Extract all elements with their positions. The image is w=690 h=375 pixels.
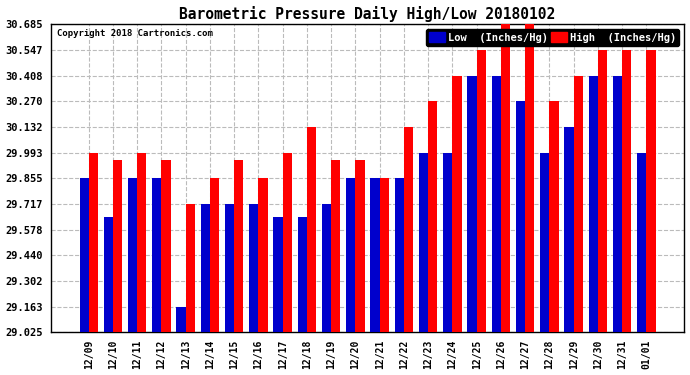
Bar	[395, 178, 404, 332]
Bar	[201, 204, 210, 332]
Bar	[128, 178, 137, 332]
Bar	[589, 75, 598, 332]
Bar	[113, 160, 122, 332]
Bar	[622, 50, 631, 332]
Bar	[428, 101, 437, 332]
Bar	[492, 75, 501, 332]
Bar	[186, 204, 195, 332]
Bar	[273, 217, 283, 332]
Bar	[346, 178, 355, 332]
Bar	[453, 75, 462, 332]
Bar	[161, 160, 170, 332]
Bar	[564, 127, 573, 332]
Bar	[283, 153, 292, 332]
Bar	[225, 204, 234, 332]
Bar	[419, 153, 428, 332]
Bar	[152, 178, 161, 332]
Bar	[234, 160, 244, 332]
Bar	[307, 127, 316, 332]
Bar	[573, 75, 583, 332]
Bar	[501, 24, 510, 332]
Bar	[477, 50, 486, 332]
Legend: Low  (Inches/Hg), High  (Inches/Hg): Low (Inches/Hg), High (Inches/Hg)	[426, 29, 679, 46]
Bar	[137, 153, 146, 332]
Bar	[380, 178, 389, 332]
Bar	[525, 24, 534, 332]
Bar	[598, 50, 607, 332]
Bar	[177, 307, 186, 332]
Bar	[331, 160, 340, 332]
Text: Copyright 2018 Cartronics.com: Copyright 2018 Cartronics.com	[57, 29, 213, 38]
Bar	[371, 178, 380, 332]
Bar	[249, 204, 259, 332]
Bar	[647, 50, 656, 332]
Bar	[516, 101, 525, 332]
Bar	[297, 217, 307, 332]
Bar	[467, 75, 477, 332]
Bar	[355, 160, 364, 332]
Bar	[79, 178, 89, 332]
Bar	[104, 217, 113, 332]
Bar	[210, 178, 219, 332]
Bar	[89, 153, 98, 332]
Bar	[613, 75, 622, 332]
Bar	[259, 178, 268, 332]
Bar	[549, 101, 559, 332]
Bar	[404, 127, 413, 332]
Title: Barometric Pressure Daily High/Low 20180102: Barometric Pressure Daily High/Low 20180…	[179, 6, 555, 21]
Bar	[443, 153, 453, 332]
Bar	[540, 153, 549, 332]
Bar	[637, 153, 647, 332]
Bar	[322, 204, 331, 332]
